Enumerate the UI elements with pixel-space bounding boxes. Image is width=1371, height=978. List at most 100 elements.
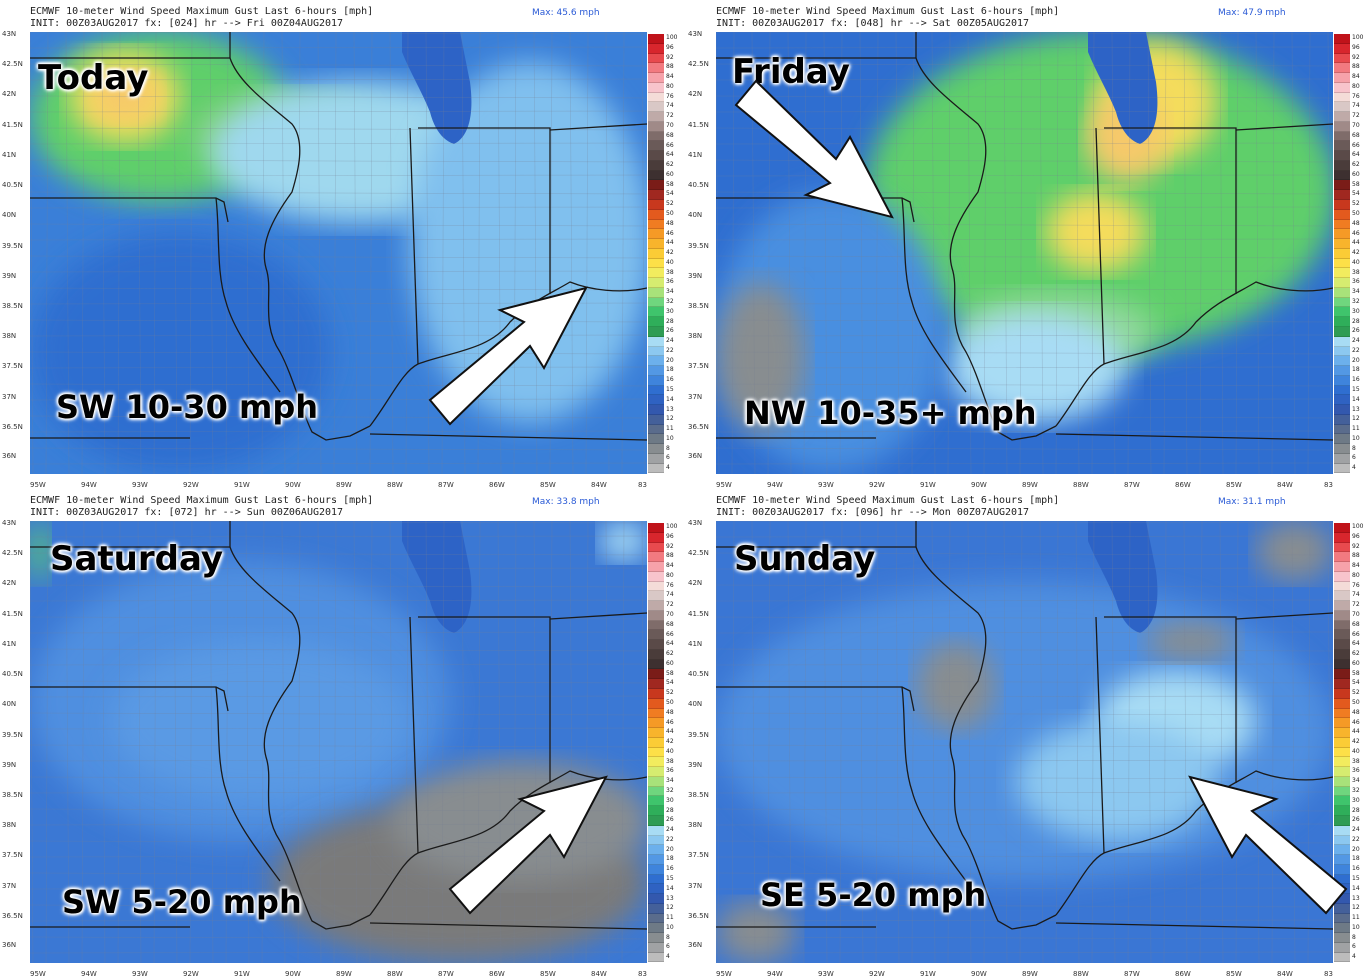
colorbar-tick-label: 15 xyxy=(1352,386,1360,393)
header-init-line: INIT: 00Z03AUG2017 fx: [072] hr --> Sun … xyxy=(30,507,344,518)
latitude-label: 37N xyxy=(2,882,17,890)
latitude-label: 39.5N xyxy=(688,242,709,250)
longitude-label: 90W xyxy=(971,481,987,489)
colorbar-segment xyxy=(1334,190,1350,201)
colorbar-segment xyxy=(1334,737,1350,748)
colorbar-tick-label: 6 xyxy=(666,454,670,462)
day-label: Saturday xyxy=(50,539,224,579)
day-label: Sunday xyxy=(734,539,876,579)
colorbar-tick-label: 80 xyxy=(666,82,674,90)
colorbar-segment xyxy=(648,952,664,963)
colorbar-segment xyxy=(648,356,664,367)
colorbar-tick-label: 8 xyxy=(1352,933,1356,941)
colorbar-tick-label: 96 xyxy=(666,532,674,540)
colorbar-segment xyxy=(648,796,664,807)
colorbar-tick-label: 100 xyxy=(666,523,678,530)
colorbar-tick-label: 6 xyxy=(1352,943,1356,951)
colorbar-tick-label: 16 xyxy=(666,865,674,873)
gust-shading-region xyxy=(30,232,330,472)
state-border xyxy=(215,197,281,393)
colorbar-segment xyxy=(648,523,664,533)
map-header: ECMWF 10-meter Wind Speed Maximum Gust L… xyxy=(716,6,1059,30)
colorbar-tick-label: 70 xyxy=(666,122,674,129)
colorbar-tick-label: 74 xyxy=(666,591,674,599)
state-border xyxy=(1104,127,1237,294)
state-border xyxy=(418,127,551,294)
longitude-label: 89W xyxy=(336,970,352,978)
colorbar-tick-label: 54 xyxy=(1352,679,1360,687)
colorbar-segment xyxy=(1334,933,1350,943)
latitude-label: 41.5N xyxy=(688,121,709,129)
colorbar-tick-label: 22 xyxy=(666,835,674,843)
colorbar-tick-label: 13 xyxy=(1352,405,1360,413)
colorbar-segment xyxy=(1334,620,1350,631)
latitude-label: 36.5N xyxy=(2,423,23,431)
colorbar-tick-label: 76 xyxy=(1352,92,1360,100)
colorbar-tick-label: 4 xyxy=(666,953,670,961)
colorbar-tick-label: 100 xyxy=(1352,523,1364,530)
map-header: ECMWF 10-meter Wind Speed Maximum Gust L… xyxy=(30,495,373,519)
colorbar-tick-label: 62 xyxy=(1352,161,1360,169)
state-border xyxy=(716,686,915,712)
colorbar-segment xyxy=(648,562,664,572)
colorbar-segment xyxy=(1334,248,1350,259)
longitude-label: 83 xyxy=(1324,481,1333,489)
max-gust-label: Max: 45.6 mph xyxy=(532,8,600,18)
colorbar-segment xyxy=(648,366,664,376)
wind-gust-map xyxy=(30,521,647,963)
colorbar-segment xyxy=(1334,112,1350,122)
colorbar-segment xyxy=(1334,728,1350,738)
colorbar-tick-label: 38 xyxy=(666,268,674,276)
colorbar-tick-label: 72 xyxy=(1352,601,1360,609)
colorbar-tick-label: 52 xyxy=(1352,200,1360,208)
colorbar-tick-label: 28 xyxy=(1352,806,1360,814)
colorbar-segment xyxy=(1334,815,1350,826)
colorbar-tick-label: 12 xyxy=(1352,415,1360,423)
colorbar-segment xyxy=(1334,278,1350,288)
latitude-label: 40.5N xyxy=(2,670,23,678)
colorbar-tick-label: 68 xyxy=(1352,620,1360,628)
state-border xyxy=(409,616,419,854)
colorbar-tick-label: 50 xyxy=(1352,699,1360,706)
colorbar-tick-label: 18 xyxy=(666,366,674,374)
colorbar-tick-label: 52 xyxy=(1352,689,1360,697)
wind-direction-arrow-icon xyxy=(734,79,894,219)
longitude-label: 92W xyxy=(869,970,885,978)
colorbar-tick-label: 10 xyxy=(1352,434,1360,442)
colorbar-tick-label: 36 xyxy=(1352,767,1360,775)
max-gust-label: Max: 47.9 mph xyxy=(1218,8,1286,18)
latitude-label: 39.5N xyxy=(688,731,709,739)
colorbar-tick-label: 62 xyxy=(666,161,674,169)
colorbar-tick-label: 26 xyxy=(1352,327,1360,335)
colorbar-segment xyxy=(648,669,664,680)
colorbar-segment xyxy=(648,53,664,64)
colorbar-segment xyxy=(1334,258,1350,269)
colorbar-tick-label: 52 xyxy=(666,200,674,208)
colorbar-segment xyxy=(648,571,664,582)
colorbar-tick-label: 68 xyxy=(666,620,674,628)
colorbar-segment xyxy=(1334,346,1350,357)
colorbar-tick-label: 14 xyxy=(666,395,674,403)
state-border xyxy=(1235,123,1333,131)
latitude-label: 39.5N xyxy=(2,242,23,250)
colorbar-segment xyxy=(1334,53,1350,64)
colorbar-tick-label: 40 xyxy=(1352,747,1360,755)
colorbar-tick-label: 6 xyxy=(666,943,670,951)
state-border xyxy=(1055,922,1333,930)
latitude-label: 41.5N xyxy=(688,610,709,618)
colorbar-segment xyxy=(1334,92,1350,103)
colorbar-tick-label: 20 xyxy=(666,845,674,853)
lake-michigan xyxy=(402,521,472,633)
latitude-label: 37N xyxy=(688,393,703,401)
latitude-label: 43N xyxy=(2,519,17,527)
longitude-label: 88W xyxy=(387,970,403,978)
colorbar-tick-label: 64 xyxy=(1352,151,1360,159)
latitude-label: 38N xyxy=(688,821,703,829)
colorbar-tick-label: 11 xyxy=(1352,914,1360,922)
colorbar-segment xyxy=(648,170,664,181)
longitude-label: 93W xyxy=(818,481,834,489)
latitude-label: 39N xyxy=(2,272,17,280)
colorbar-segment xyxy=(1334,864,1350,875)
colorbar-tick-label: 64 xyxy=(666,151,674,159)
gust-shading-region xyxy=(916,641,996,731)
